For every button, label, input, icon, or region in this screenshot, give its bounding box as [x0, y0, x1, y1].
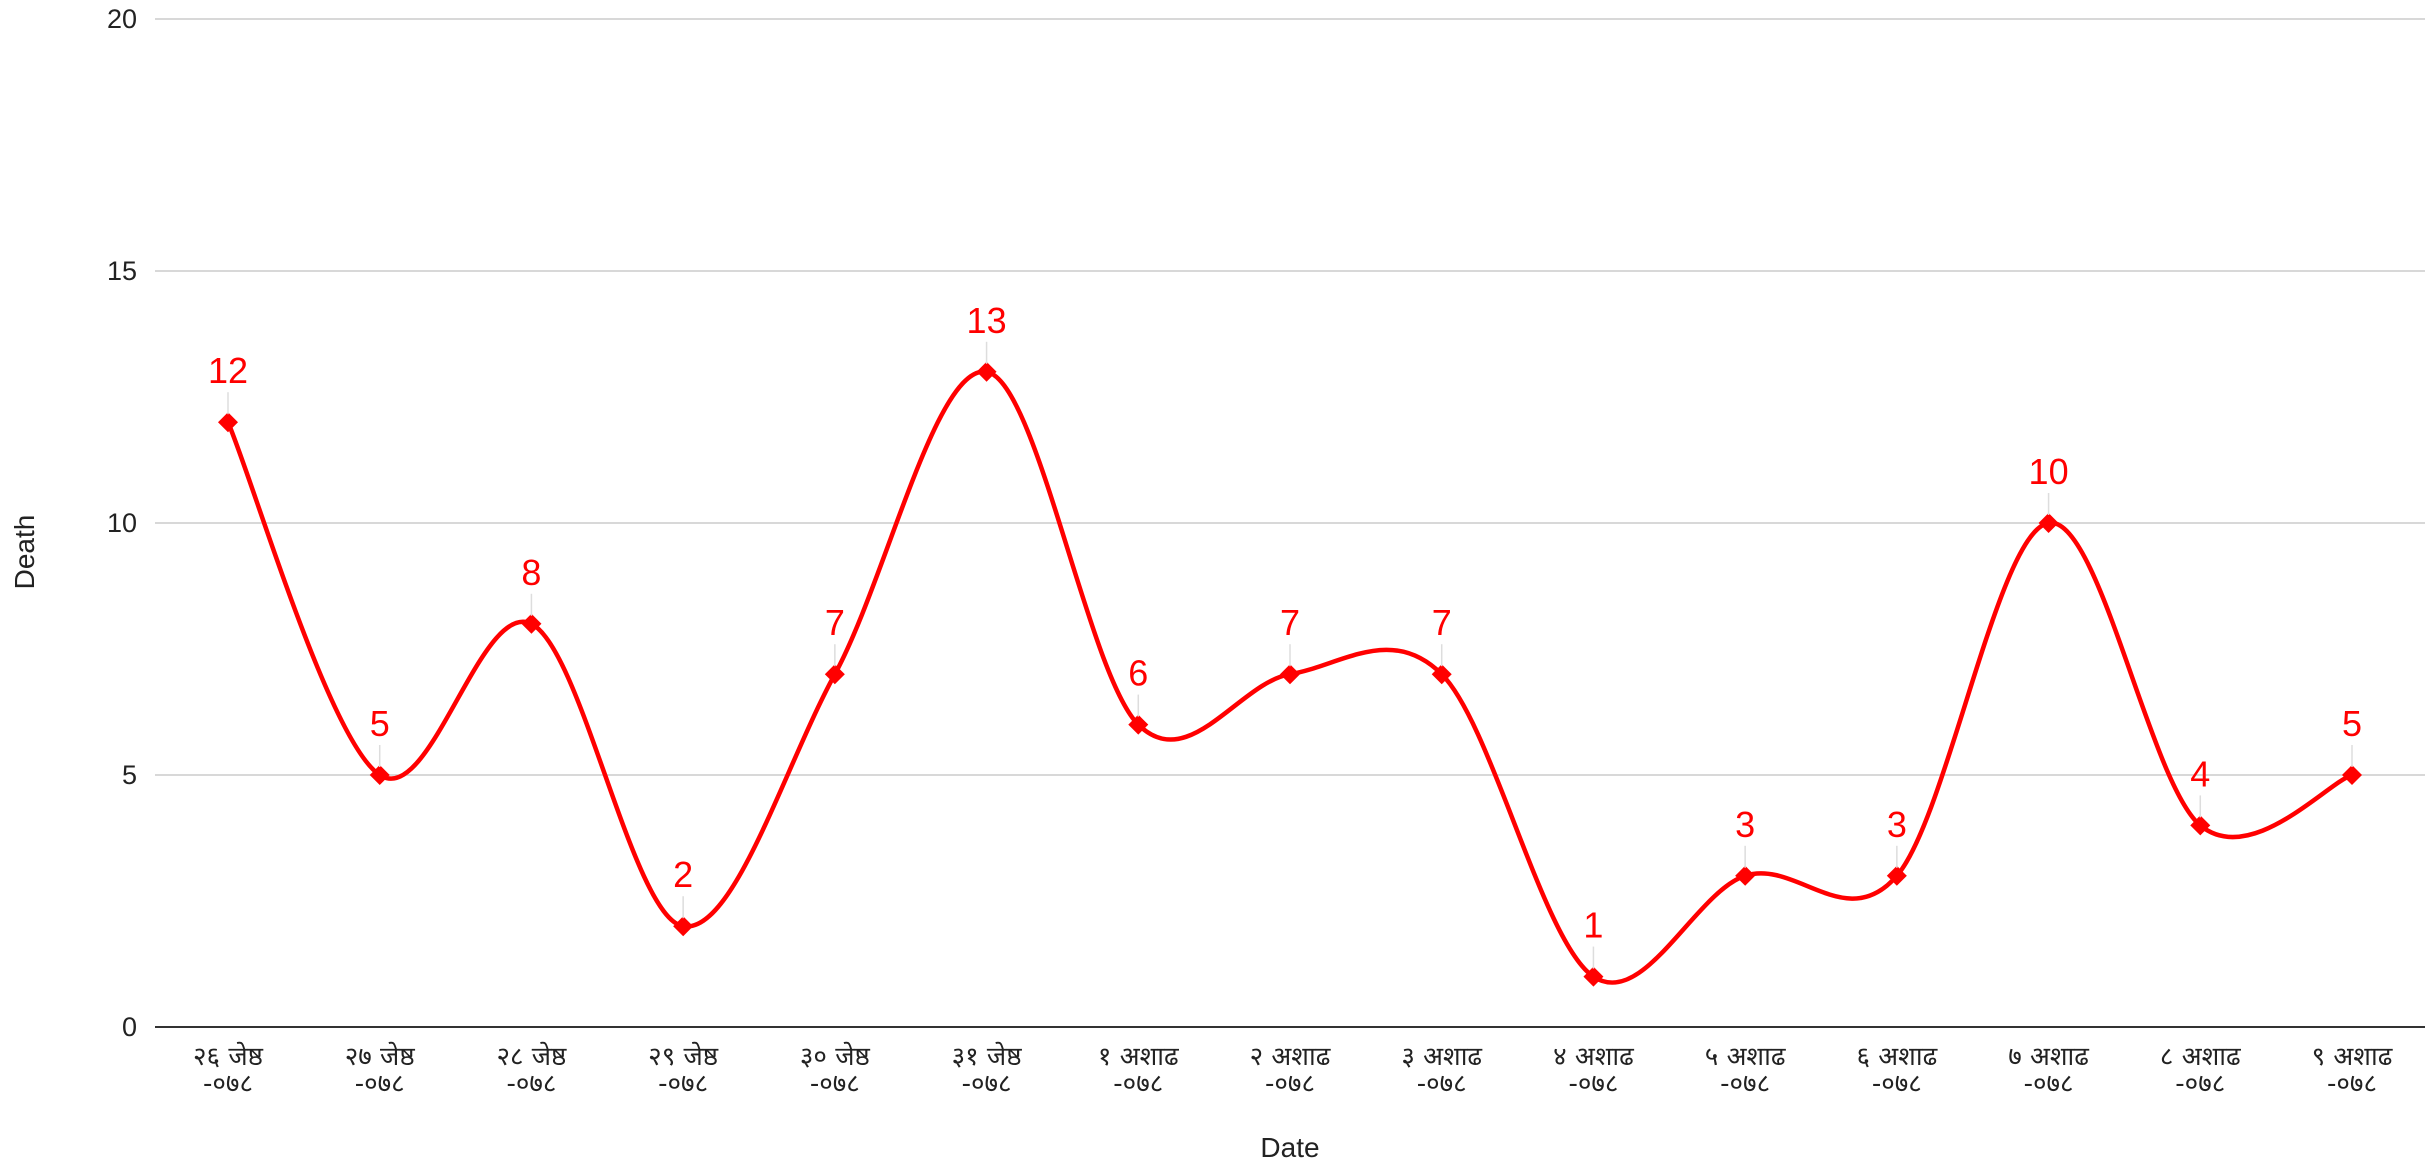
series-layer	[218, 361, 2362, 987]
data-label: 7	[1432, 602, 1452, 643]
x-tick-label: ८ अशाढ -०७८	[2160, 1042, 2241, 1099]
x-tick-label: २९ जेष्ठ -०७८	[648, 1041, 719, 1099]
data-point-marker[interactable]	[976, 361, 997, 382]
x-tick-label: २६ जेष्ठ -०७८	[193, 1041, 264, 1099]
data-point-marker[interactable]	[369, 765, 390, 785]
data-point-marker[interactable]	[1431, 664, 1452, 685]
y-tick-label: 15	[107, 256, 137, 286]
data-label: 10	[2029, 451, 2069, 492]
data-point-marker[interactable]	[218, 412, 238, 433]
data-label: 5	[370, 703, 390, 744]
y-tick-label: 10	[107, 508, 137, 538]
data-label: 3	[1887, 804, 1907, 845]
data-point-marker[interactable]	[2038, 513, 2059, 533]
data-point-marker[interactable]	[521, 613, 542, 634]
y-tick-label: 20	[107, 4, 137, 34]
data-label: 13	[967, 300, 1007, 341]
data-point-marker[interactable]	[1128, 714, 1149, 735]
series-line	[225, 369, 2355, 985]
data-label: 1	[1583, 905, 1603, 946]
data-point-marker[interactable]	[673, 916, 694, 937]
data-point-marker[interactable]	[824, 664, 845, 685]
data-label: 6	[1128, 653, 1148, 694]
x-tick-label: १ अशाढ -०७८	[1098, 1042, 1179, 1099]
data-label: 8	[521, 552, 541, 593]
x-tick-label: २७ जेष्ठ -०७८	[345, 1041, 416, 1099]
data-label: 12	[208, 350, 248, 391]
data-point-marker[interactable]	[1735, 865, 1756, 886]
data-label: 4	[2190, 753, 2210, 794]
data-label: 5	[2342, 703, 2362, 744]
x-tick-label: ९ अशाढ -०७८	[2312, 1042, 2393, 1099]
x-tick-label: २८ जेष्ठ -०७८	[496, 1041, 567, 1099]
x-tick-label: ५ अशाढ -०७८	[1705, 1042, 1786, 1099]
data-point-marker[interactable]	[1280, 664, 1300, 685]
data-label: 2	[673, 854, 693, 895]
data-label: 3	[1735, 804, 1755, 845]
data-point-marker[interactable]	[1583, 966, 1604, 987]
data-label: 7	[1280, 602, 1300, 643]
x-tick-label: ३० जेष्ठ -०७८	[800, 1041, 871, 1099]
y-tick-label: 5	[122, 760, 137, 790]
data-point-marker[interactable]	[2342, 765, 2362, 785]
data-point-marker[interactable]	[2190, 815, 2211, 836]
x-axis: २६ जेष्ठ -०७८ २७ जेष्ठ -०७८ २८ जेष्ठ -०७८ २९ ज…	[155, 1026, 2425, 1099]
y-axis-title: Death	[9, 515, 40, 590]
x-tick-label: ३ अशाढ -०७८	[1401, 1042, 1482, 1099]
data-label: 7	[825, 602, 845, 643]
x-tick-label: ४ अशाढ -०७८	[1553, 1042, 1634, 1099]
x-tick-label: ७ अशाढ -०७८	[2008, 1042, 2089, 1099]
x-tick-label: ३१ जेष्ठ -०७८	[952, 1041, 1023, 1099]
x-tick-label: ६ अशाढ -०७८	[1857, 1042, 1938, 1099]
data-point-marker[interactable]	[1886, 865, 1907, 886]
x-tick-label: २ अशाढ -०७८	[1250, 1042, 1331, 1099]
y-axis: 0 5 10 15 20	[107, 4, 137, 1042]
y-tick-label: 0	[122, 1012, 137, 1042]
x-axis-title: Date	[1260, 1132, 1319, 1160]
